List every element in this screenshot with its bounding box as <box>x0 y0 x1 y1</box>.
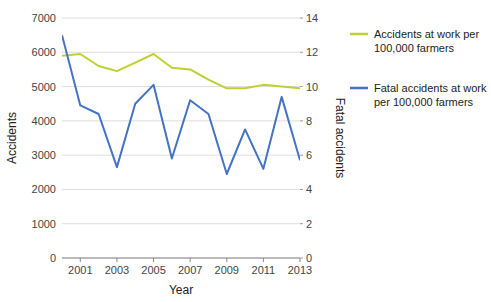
y-tick-label: 0 <box>50 252 56 264</box>
legend-line: Fatal accidents at work <box>374 82 487 94</box>
x-axis-line <box>62 258 300 259</box>
x-tick <box>190 258 191 262</box>
x-axis-label: Year <box>169 283 193 297</box>
y2-tick <box>300 189 303 190</box>
y-tick-label: 1000 <box>32 218 56 230</box>
series-line <box>62 35 300 174</box>
y-axis-label: Accidents <box>5 112 19 164</box>
x-tick-label: 2001 <box>68 264 92 276</box>
grid-line <box>62 86 300 87</box>
legend-swatch <box>350 33 368 36</box>
y2-tick <box>300 86 303 87</box>
legend-swatch <box>350 87 368 90</box>
plot-area <box>62 35 300 174</box>
y2-tick <box>300 120 303 121</box>
y-tick-label: 7000 <box>32 12 56 24</box>
x-tick <box>80 258 81 262</box>
grid-line <box>62 155 300 156</box>
legend-entry: Fatal accidents at work per 100,000 farme… <box>374 82 487 108</box>
x-tick-label: 2011 <box>252 264 276 276</box>
x-tick <box>226 258 227 262</box>
y-tick-label: 6000 <box>32 46 56 58</box>
grid-line <box>62 120 300 121</box>
y-tick-label: 4000 <box>32 115 56 127</box>
y2-tick-label: 4 <box>306 183 312 195</box>
grid-line <box>62 52 300 53</box>
grid-line <box>62 189 300 190</box>
y2-tick-label: 8 <box>306 115 312 127</box>
grid-line <box>62 18 300 19</box>
x-tick-label: 2007 <box>178 264 202 276</box>
legend-line: per 100,000 farmers <box>374 96 474 108</box>
y2-tick-label: 0 <box>306 252 312 264</box>
x-tick <box>300 258 301 262</box>
x-tick <box>116 258 117 262</box>
grid-line <box>62 258 300 259</box>
x-tick-label: 2005 <box>141 264 165 276</box>
series-line <box>62 54 300 88</box>
x-tick <box>153 258 154 262</box>
y2-tick-label: 6 <box>306 149 312 161</box>
y-tick-label: 5000 <box>32 81 56 93</box>
y2-tick-label: 14 <box>306 12 318 24</box>
y2-tick-label: 10 <box>306 81 318 93</box>
y2-tick <box>300 18 303 19</box>
y2-axis-label: Fatal accidents <box>333 98 347 179</box>
grid-line <box>62 223 300 224</box>
legend-line: 100,000 farmers <box>374 42 455 54</box>
chart: 0 1000 2000 3000 4000 5000 6000 7000 0 2 4 6 8 10 12 14… <box>0 0 491 302</box>
y2-tick <box>300 155 303 156</box>
x-tick-label: 2009 <box>215 264 239 276</box>
y-tick-label: 2000 <box>32 183 56 195</box>
y2-tick-label: 2 <box>306 218 312 230</box>
x-tick <box>263 258 264 262</box>
legend-line: Accidents at work per <box>374 28 479 40</box>
x-tick-label: 2003 <box>105 264 129 276</box>
legend-entry: Accidents at work per 100,000 farmers <box>374 28 479 54</box>
y2-tick-label: 12 <box>306 46 318 58</box>
x-tick-label: 2013 <box>288 264 312 276</box>
y-tick-label: 3000 <box>32 149 56 161</box>
y2-tick <box>300 52 303 53</box>
y2-tick <box>300 223 303 224</box>
